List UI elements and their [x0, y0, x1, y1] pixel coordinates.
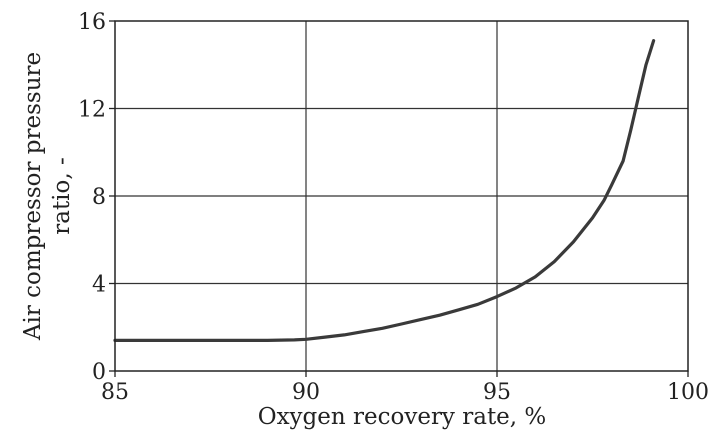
x-tick-labels: 85 90 95 100 — [101, 371, 709, 405]
y-tick-label: 12 — [78, 98, 106, 123]
series-line — [113, 39, 656, 342]
y-tick-label: 16 — [78, 10, 106, 35]
grid — [115, 21, 688, 371]
y-axis-label-line-2: ratio, - — [49, 157, 75, 235]
series-layer — [113, 39, 656, 342]
y-tick-label: 8 — [92, 185, 106, 210]
y-tick-label: 0 — [92, 360, 106, 385]
y-tick-labels: 0 4 8 12 16 — [78, 10, 115, 385]
plot-frame — [114, 20, 689, 372]
x-tick-label: 90 — [292, 380, 320, 405]
x-tick-label: 100 — [667, 380, 709, 405]
y-axis-label-line-1: Air compressor pressure — [20, 52, 46, 341]
x-tick-label: 85 — [101, 380, 129, 405]
x-axis-label: Oxygen recovery rate, % — [258, 404, 547, 430]
y-tick-label: 4 — [92, 273, 106, 298]
x-tick-label: 95 — [483, 380, 511, 405]
